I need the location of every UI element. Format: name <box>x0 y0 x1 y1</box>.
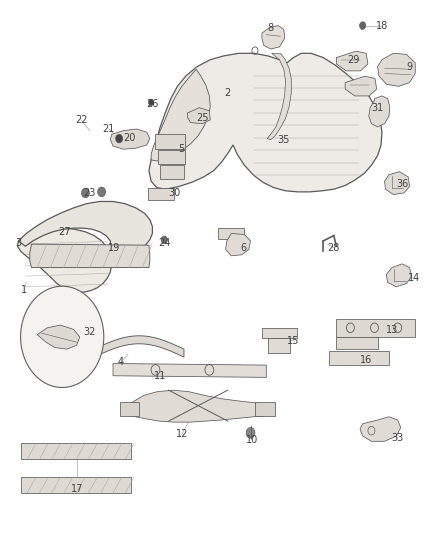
Text: 6: 6 <box>240 243 246 253</box>
Text: 20: 20 <box>123 133 135 142</box>
Polygon shape <box>18 201 152 256</box>
Polygon shape <box>262 328 297 338</box>
Circle shape <box>21 286 104 387</box>
Text: 24: 24 <box>158 238 170 247</box>
Polygon shape <box>360 417 401 441</box>
Polygon shape <box>110 129 150 149</box>
Text: 19: 19 <box>108 243 120 253</box>
Text: 29: 29 <box>348 55 360 64</box>
Text: 35: 35 <box>278 135 290 144</box>
Polygon shape <box>218 228 244 239</box>
Polygon shape <box>21 443 131 459</box>
Polygon shape <box>267 53 291 140</box>
Polygon shape <box>329 351 389 365</box>
Text: 26: 26 <box>146 99 159 109</box>
Text: 18: 18 <box>376 21 388 30</box>
Text: 23: 23 <box>84 188 96 198</box>
Circle shape <box>116 134 123 143</box>
Text: 27: 27 <box>59 227 71 237</box>
Polygon shape <box>336 319 415 337</box>
Polygon shape <box>120 402 139 416</box>
Text: 11: 11 <box>154 371 166 381</box>
Text: 32: 32 <box>84 327 96 336</box>
Text: 1: 1 <box>21 286 27 295</box>
Text: 2: 2 <box>225 88 231 98</box>
Circle shape <box>81 188 89 198</box>
Polygon shape <box>262 26 285 49</box>
Polygon shape <box>113 364 266 377</box>
Text: 30: 30 <box>168 188 180 198</box>
Polygon shape <box>122 390 274 422</box>
Text: 28: 28 <box>328 243 340 253</box>
Polygon shape <box>226 233 251 256</box>
Circle shape <box>148 99 154 106</box>
Polygon shape <box>155 134 185 149</box>
Polygon shape <box>148 188 174 200</box>
Polygon shape <box>386 264 412 287</box>
Polygon shape <box>369 96 390 127</box>
Polygon shape <box>158 150 185 164</box>
Text: 8: 8 <box>268 23 274 33</box>
Polygon shape <box>30 244 150 268</box>
Polygon shape <box>151 69 210 161</box>
Polygon shape <box>255 402 275 416</box>
Text: 25: 25 <box>196 114 208 123</box>
Polygon shape <box>336 51 368 71</box>
Polygon shape <box>37 325 80 349</box>
Text: 4: 4 <box>117 358 124 367</box>
Text: 31: 31 <box>371 103 384 112</box>
Text: 9: 9 <box>406 62 413 71</box>
Polygon shape <box>268 338 290 353</box>
Polygon shape <box>385 172 410 195</box>
Polygon shape <box>345 76 377 96</box>
Polygon shape <box>94 336 184 357</box>
Polygon shape <box>21 477 131 493</box>
Text: 3: 3 <box>15 238 21 247</box>
Polygon shape <box>187 108 210 124</box>
Text: 21: 21 <box>102 124 115 134</box>
Text: 5: 5 <box>179 144 185 154</box>
Circle shape <box>161 236 167 244</box>
Circle shape <box>246 427 255 438</box>
Text: 13: 13 <box>386 326 398 335</box>
Text: 16: 16 <box>360 355 372 365</box>
Text: 12: 12 <box>176 430 188 439</box>
Text: 33: 33 <box>392 433 404 443</box>
Polygon shape <box>336 337 378 349</box>
Polygon shape <box>160 165 184 179</box>
Circle shape <box>98 187 106 197</box>
Text: 10: 10 <box>246 435 258 445</box>
Text: 15: 15 <box>287 336 300 346</box>
Text: 22: 22 <box>75 115 87 125</box>
Polygon shape <box>378 53 415 86</box>
Text: 14: 14 <box>408 273 420 283</box>
Text: 36: 36 <box>396 179 408 189</box>
Polygon shape <box>149 53 382 192</box>
Circle shape <box>360 22 366 29</box>
Polygon shape <box>18 228 112 292</box>
Text: 17: 17 <box>71 484 83 494</box>
